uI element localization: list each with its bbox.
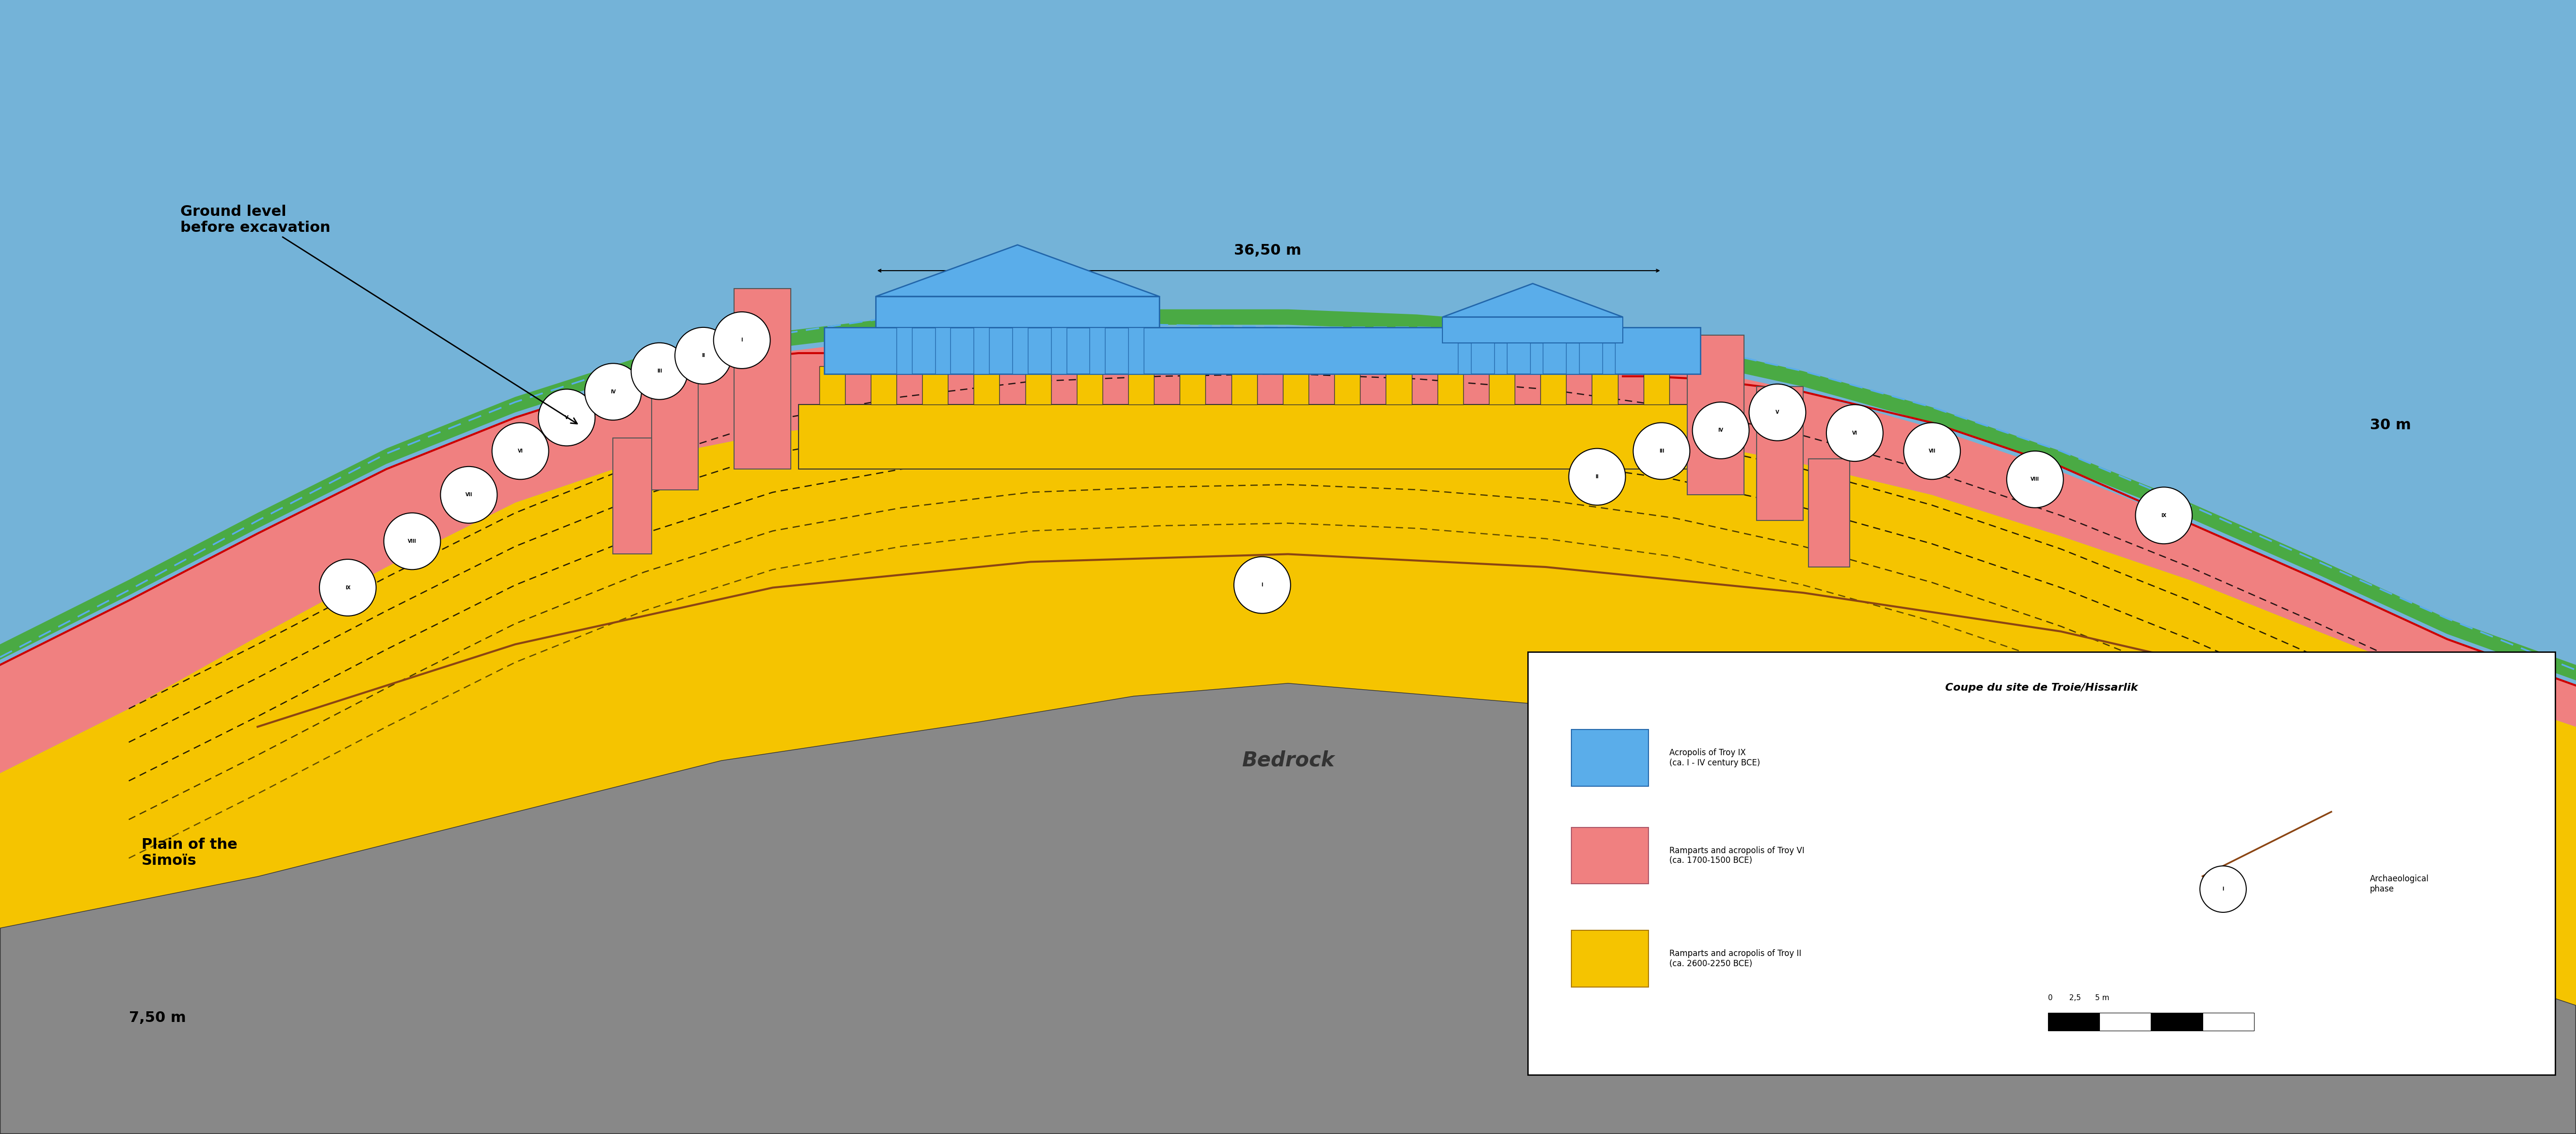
- Circle shape: [1826, 405, 1883, 462]
- Bar: [2099, 1013, 2151, 1031]
- Bar: [1458, 342, 1471, 374]
- Polygon shape: [0, 310, 2576, 680]
- Circle shape: [492, 423, 549, 480]
- Bar: [1571, 729, 1649, 786]
- Bar: [1128, 328, 1144, 374]
- Circle shape: [384, 513, 440, 569]
- Polygon shape: [1443, 284, 1623, 318]
- Bar: [1643, 366, 1669, 405]
- Text: IV: IV: [611, 389, 616, 395]
- Bar: [935, 328, 951, 374]
- Bar: [1489, 366, 1515, 405]
- Bar: [1808, 459, 1850, 567]
- Circle shape: [714, 312, 770, 369]
- Circle shape: [631, 342, 688, 399]
- Bar: [1077, 366, 1103, 405]
- Bar: [1571, 930, 1649, 987]
- Text: VII: VII: [466, 492, 471, 498]
- Polygon shape: [876, 245, 1159, 296]
- Circle shape: [675, 328, 732, 384]
- Text: VII: VII: [1929, 449, 1935, 454]
- Circle shape: [2007, 451, 2063, 508]
- Bar: [974, 328, 989, 374]
- Bar: [871, 366, 896, 405]
- Polygon shape: [0, 683, 2576, 1134]
- Circle shape: [1234, 557, 1291, 613]
- Bar: [1128, 366, 1154, 405]
- Text: Archaeological
phase: Archaeological phase: [2370, 874, 2429, 894]
- Text: VIII: VIII: [2030, 477, 2040, 482]
- Circle shape: [319, 559, 376, 616]
- Bar: [613, 438, 652, 555]
- Text: 36,50 m: 36,50 m: [1234, 244, 1301, 257]
- Text: Plain of the
Simoïs: Plain of the Simoïs: [142, 838, 237, 868]
- Text: IX: IX: [2161, 513, 2166, 518]
- Circle shape: [2136, 488, 2192, 544]
- Bar: [1757, 387, 1803, 521]
- Bar: [734, 289, 791, 469]
- Bar: [2202, 1013, 2254, 1031]
- Circle shape: [1904, 423, 1960, 480]
- Bar: [1571, 828, 1649, 885]
- Text: VI: VI: [518, 449, 523, 454]
- Circle shape: [2200, 866, 2246, 913]
- Text: Ramparts and acropolis of Troy II
(ca. 2600-2250 BCE): Ramparts and acropolis of Troy II (ca. 2…: [1669, 949, 1801, 968]
- Bar: [1494, 342, 1507, 374]
- Text: IV: IV: [1718, 428, 1723, 433]
- Bar: [1437, 366, 1463, 405]
- Bar: [1540, 366, 1566, 405]
- Bar: [2151, 1013, 2202, 1031]
- Bar: [799, 405, 1700, 469]
- Text: II: II: [701, 354, 706, 358]
- Polygon shape: [0, 407, 2576, 1005]
- Bar: [1566, 342, 1579, 374]
- Bar: [824, 328, 1700, 374]
- Bar: [1012, 328, 1028, 374]
- Bar: [1530, 342, 1543, 374]
- Bar: [1283, 366, 1309, 405]
- Circle shape: [440, 466, 497, 523]
- Circle shape: [1692, 403, 1749, 459]
- Bar: [1334, 366, 1360, 405]
- Text: VI: VI: [1852, 431, 1857, 435]
- Bar: [1386, 366, 1412, 405]
- Bar: [1592, 366, 1618, 405]
- Bar: [1231, 366, 1257, 405]
- Text: Acropolis of Troy IX
(ca. I - IV century BCE): Acropolis of Troy IX (ca. I - IV century…: [1669, 748, 1759, 767]
- Text: III: III: [1659, 449, 1664, 454]
- Circle shape: [538, 389, 595, 446]
- Text: 7,50 m: 7,50 m: [129, 1010, 185, 1025]
- Bar: [2048, 1013, 2099, 1031]
- Text: Ground level
before excavation: Ground level before excavation: [180, 204, 577, 424]
- Bar: [1090, 328, 1105, 374]
- Bar: [896, 328, 912, 374]
- Bar: [1180, 366, 1206, 405]
- Circle shape: [1749, 384, 1806, 441]
- Text: III: III: [657, 369, 662, 373]
- Polygon shape: [0, 330, 2576, 773]
- Bar: [1025, 366, 1051, 405]
- Text: 30 m: 30 m: [2370, 418, 2411, 432]
- Text: V: V: [1775, 411, 1780, 415]
- Text: 0       2,5      5 m: 0 2,5 5 m: [2048, 995, 2110, 1001]
- Text: II: II: [1595, 474, 1600, 480]
- Text: V: V: [564, 415, 569, 420]
- Bar: [1051, 328, 1066, 374]
- Bar: [819, 366, 845, 405]
- Text: IX: IX: [345, 585, 350, 590]
- FancyBboxPatch shape: [1528, 652, 2555, 1075]
- Bar: [1687, 335, 1744, 494]
- Text: Bedrock: Bedrock: [1242, 750, 1334, 770]
- Circle shape: [1569, 448, 1625, 505]
- Bar: [1602, 342, 1615, 374]
- Bar: [922, 366, 948, 405]
- Bar: [876, 296, 1159, 328]
- Bar: [974, 366, 999, 405]
- Bar: [1443, 318, 1623, 342]
- Bar: [652, 348, 698, 490]
- Text: VIII: VIII: [407, 539, 417, 543]
- Circle shape: [1633, 423, 1690, 480]
- Text: Coupe du site de Troie/Hissarlik: Coupe du site de Troie/Hissarlik: [1945, 683, 2138, 693]
- Text: Ramparts and acropolis of Troy VI
(ca. 1700-1500 BCE): Ramparts and acropolis of Troy VI (ca. 1…: [1669, 846, 1803, 865]
